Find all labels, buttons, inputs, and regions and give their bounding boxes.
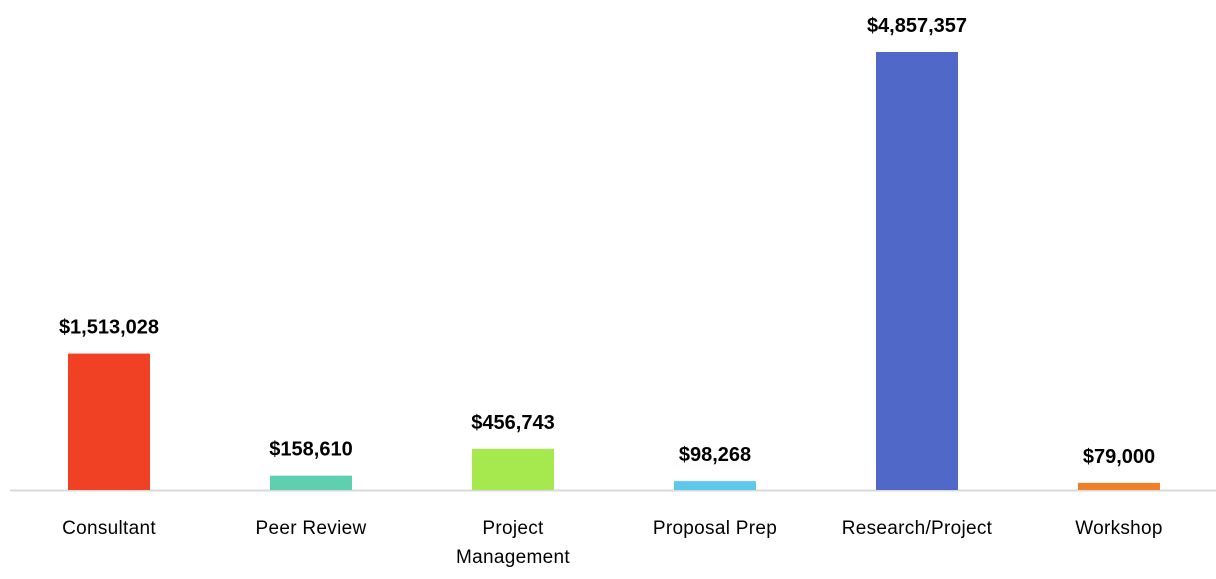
data-label: $158,610	[269, 439, 352, 461]
bar	[270, 475, 352, 490]
bar	[876, 52, 958, 490]
bar	[1078, 482, 1160, 490]
x-tick-label: Workshop	[1075, 518, 1163, 539]
data-label: $79,000	[1083, 446, 1155, 468]
x-tick-label: Consultant	[62, 518, 156, 539]
x-tick-label: Proposal Prep	[652, 518, 778, 539]
data-label: $4,857,357	[867, 15, 967, 37]
data-label: $456,743	[471, 412, 554, 434]
data-label: $1,513,028	[59, 317, 159, 339]
x-tick-label: Project Management	[456, 518, 570, 568]
bar	[68, 353, 150, 490]
bar	[472, 448, 554, 490]
x-tick-label: Research/Project	[841, 518, 993, 539]
data-label: $98,268	[679, 444, 751, 466]
x-tick-label: Peer Review	[255, 518, 367, 539]
bar	[674, 481, 756, 490]
